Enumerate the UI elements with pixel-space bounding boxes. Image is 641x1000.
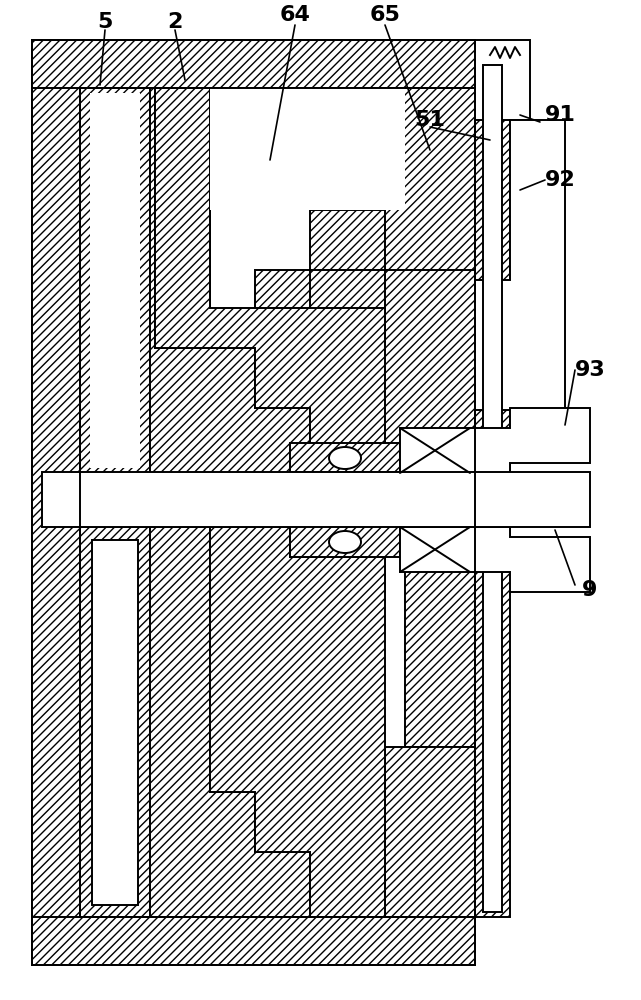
Bar [150, 527, 155, 917]
Bar [42, 472, 590, 527]
Text: 2: 2 [167, 12, 183, 32]
Text: 93: 93 [574, 360, 605, 380]
Text: 91: 91 [545, 105, 576, 125]
Bar [32, 40, 475, 88]
Ellipse shape [329, 531, 361, 553]
Bar [92, 103, 138, 453]
Polygon shape [475, 120, 565, 410]
Polygon shape [400, 408, 590, 473]
Bar [150, 88, 155, 473]
Polygon shape [150, 88, 310, 473]
Bar [32, 917, 475, 965]
Bar [475, 527, 510, 917]
Bar [92, 540, 138, 905]
Bar [210, 88, 405, 210]
Bar [210, 527, 385, 747]
Bar [80, 88, 150, 473]
Text: 51: 51 [415, 110, 445, 130]
Bar [155, 88, 210, 473]
Ellipse shape [329, 447, 361, 469]
Bar [475, 40, 530, 120]
Bar [483, 65, 502, 468]
Polygon shape [210, 88, 475, 747]
Bar [385, 747, 475, 917]
Bar [475, 60, 510, 473]
Bar [90, 93, 140, 468]
Bar [255, 310, 310, 365]
Bar [290, 472, 400, 557]
Bar [255, 527, 310, 582]
Bar [32, 40, 80, 965]
Bar [385, 88, 475, 270]
Polygon shape [210, 527, 385, 917]
Bar [80, 527, 150, 917]
Text: 5: 5 [97, 12, 113, 32]
Bar [290, 443, 400, 528]
Text: 92: 92 [545, 170, 576, 190]
Bar [310, 270, 385, 345]
Text: 64: 64 [279, 5, 310, 25]
Polygon shape [400, 527, 590, 592]
Polygon shape [155, 88, 385, 473]
Text: 65: 65 [370, 5, 401, 25]
Polygon shape [150, 527, 310, 917]
Bar [310, 527, 385, 602]
Text: 9: 9 [582, 580, 597, 600]
Bar [483, 532, 502, 912]
